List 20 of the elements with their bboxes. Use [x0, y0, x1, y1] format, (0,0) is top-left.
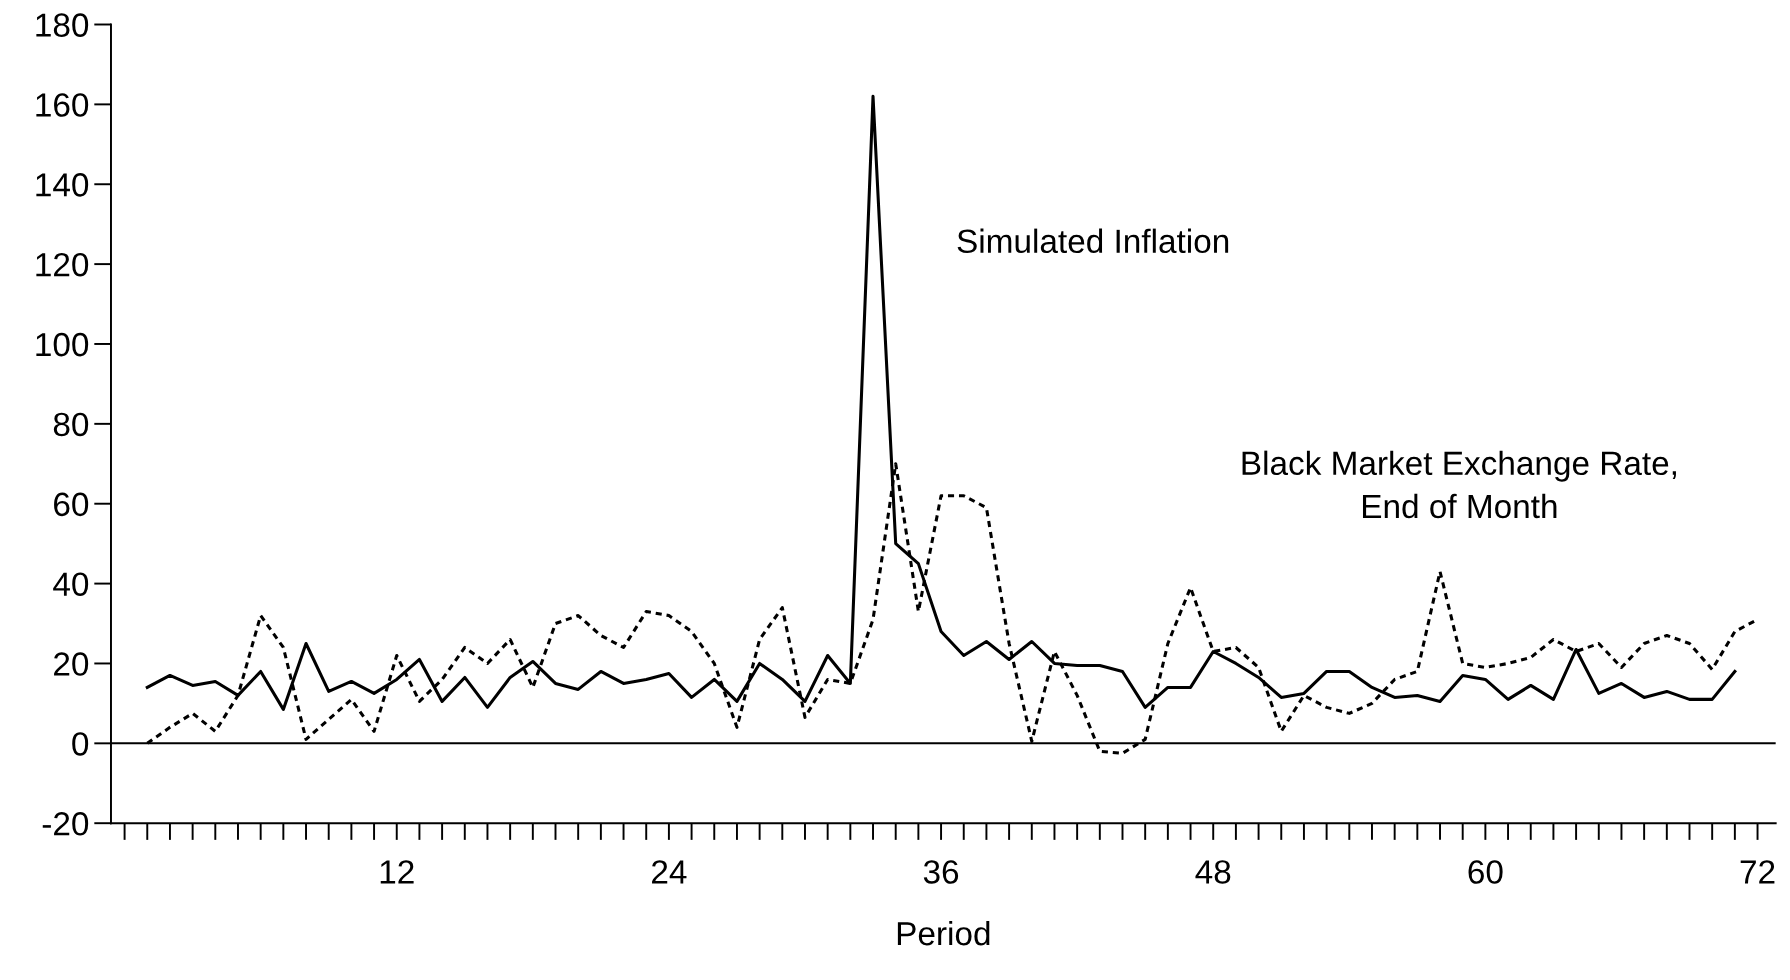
y-tick-label: 40: [53, 572, 89, 596]
y-tick-label: 100: [36, 332, 89, 357]
x-tick-label: 60: [1468, 860, 1503, 884]
y-tick-label: 160: [36, 93, 89, 117]
x-axis-title: Period: [897, 920, 990, 946]
y-tick-label: 120: [36, 252, 89, 277]
y-tick-label: 20: [54, 652, 89, 676]
x-tick-label: 12: [380, 860, 414, 884]
x-tick-label: 72: [1740, 860, 1775, 884]
y-tick-label: 80: [53, 412, 89, 437]
y-tick-label: 60: [54, 492, 89, 517]
x-tick-label: 36: [923, 860, 959, 884]
y-tick-label: -20: [42, 812, 89, 836]
y-tick-label: 140: [36, 173, 89, 197]
x-tick-label: 24: [652, 860, 687, 884]
text: Black Market Exchange Rate, End of Month: [1242, 450, 1676, 519]
y-tick-label: 0: [72, 732, 89, 756]
text: Simulated Inflation: [957, 228, 1229, 254]
y-tick-label: 180: [36, 13, 89, 37]
x-tick-label: 48: [1195, 860, 1231, 884]
